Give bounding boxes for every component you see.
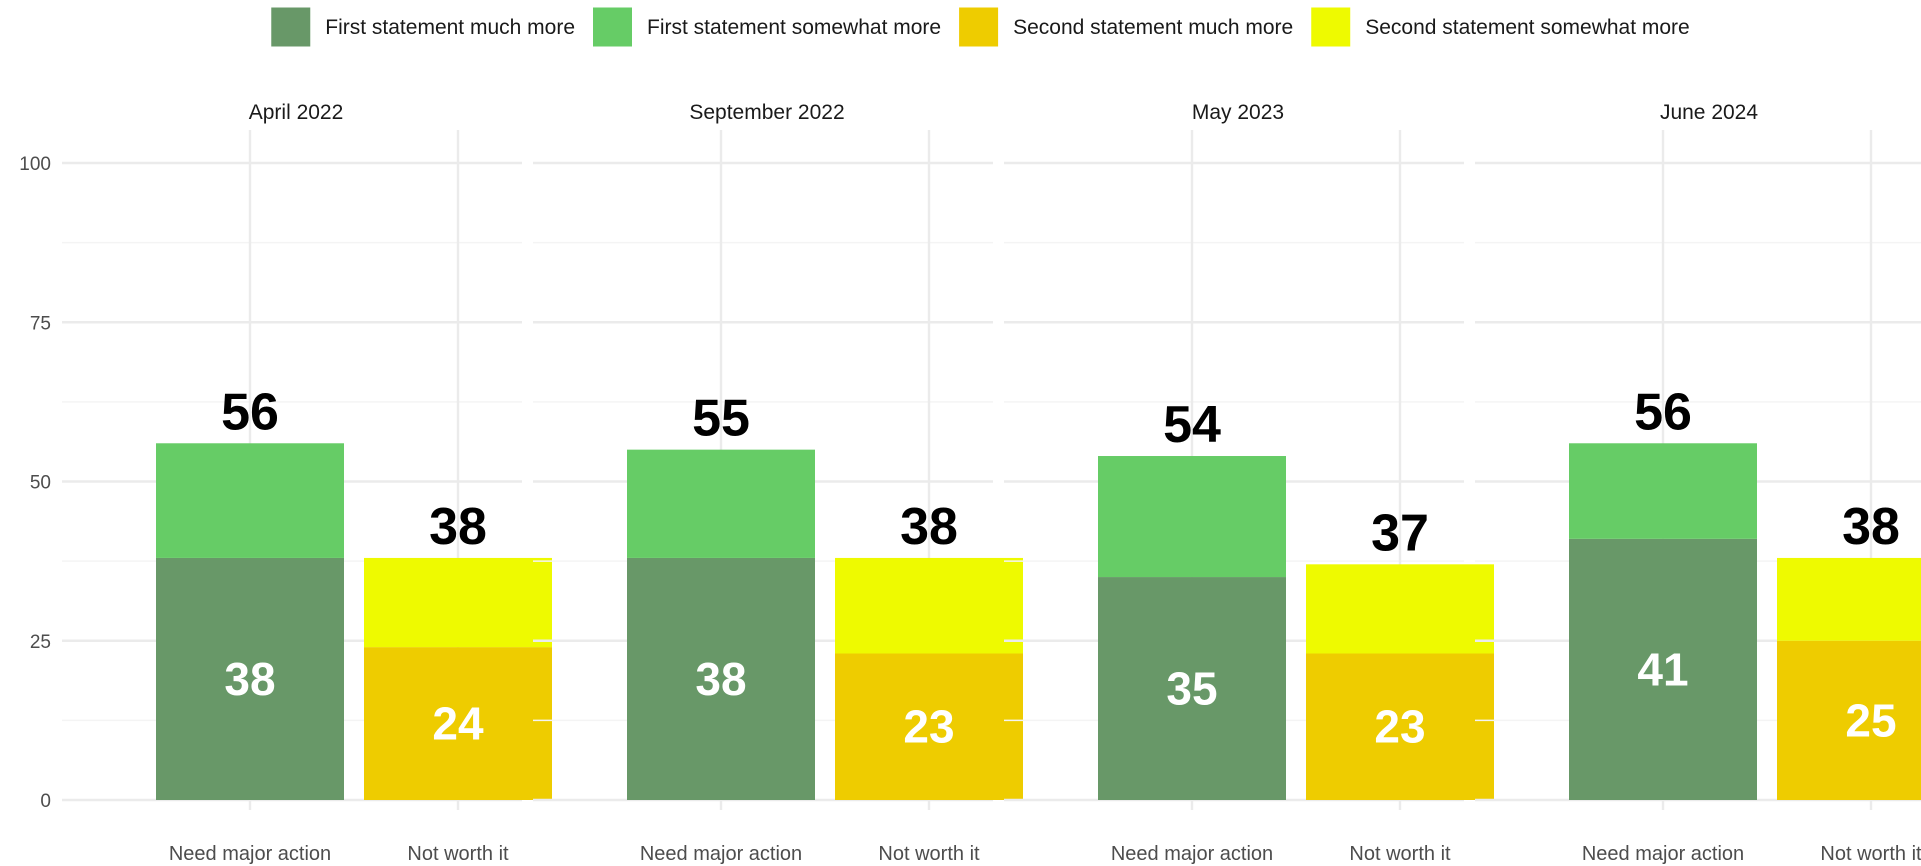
x-tick-label: Not worth it <box>878 843 980 865</box>
legend-item-ss: Second statement somewhat more <box>1311 7 1690 47</box>
y-axis: 0 25 50 75 100 <box>19 154 51 812</box>
facet-panel-2: September 2022 38 55 Need major action 23 38 N… <box>533 101 1023 865</box>
y-tick-label: 25 <box>30 632 51 653</box>
legend-label-ss: Second statement somewhat more <box>1365 16 1690 39</box>
y-tick-label: 0 <box>40 791 51 812</box>
bar-segment-fs <box>1098 456 1286 578</box>
x-tick-label: Not worth it <box>1349 843 1451 865</box>
legend-swatch-fm <box>271 7 311 47</box>
bar-inner-label: 25 <box>1845 694 1896 746</box>
bar-total-label: 38 <box>1842 498 1900 556</box>
x-tick-label: Need major action <box>1111 843 1273 865</box>
facet-title: May 2023 <box>1192 101 1284 124</box>
x-tick-label: Not worth it <box>407 843 509 865</box>
facet-title: June 2024 <box>1660 101 1758 124</box>
bar-segment-ss <box>1306 564 1494 654</box>
bar-total-label: 56 <box>221 383 279 441</box>
y-tick-label: 50 <box>30 473 51 494</box>
bar-stack: 38 56 Need major action <box>156 383 344 865</box>
legend-item-sm: Second statement much more <box>959 7 1293 47</box>
bar-stack: 41 56 Need major action <box>1569 383 1757 865</box>
bar-segment-fm <box>1098 577 1286 800</box>
bar-segment-sm <box>1306 653 1494 800</box>
bar-total-label: 55 <box>692 390 750 448</box>
legend-item-fm: First statement much more <box>271 7 575 47</box>
legend-swatch-sm <box>959 7 999 47</box>
bar-segment-fs <box>1569 443 1757 539</box>
legend-swatch-ss <box>1311 7 1351 47</box>
y-tick-label: 100 <box>19 154 51 175</box>
bar-segment-fs <box>627 449 815 558</box>
bar-segment-ss <box>835 557 1023 654</box>
x-tick-label: Need major action <box>169 843 331 865</box>
legend-label-fs: First statement somewhat more <box>647 16 941 39</box>
y-tick-label: 75 <box>30 313 51 334</box>
bar-segment-fm <box>627 557 815 800</box>
bar-segment-sm <box>364 647 552 800</box>
bar-segment-sm <box>835 653 1023 800</box>
bar-inner-label: 23 <box>903 701 954 753</box>
bar-stack: 38 55 Need major action <box>627 390 815 865</box>
facet-title: April 2022 <box>249 101 344 124</box>
bar-inner-label: 23 <box>1374 701 1425 753</box>
legend-swatch-fs <box>593 7 632 47</box>
bar-stack: 25 38 Not worth it <box>1777 498 1921 865</box>
legend: First statement much more First statement… <box>271 7 1690 47</box>
x-tick-label: Need major action <box>640 843 802 865</box>
legend-label-sm: Second statement much more <box>1013 16 1293 39</box>
bar-total-label: 54 <box>1163 396 1221 454</box>
bar-inner-label: 41 <box>1637 643 1688 695</box>
bar-total-label: 38 <box>900 498 958 556</box>
facet-title: September 2022 <box>689 101 844 124</box>
bar-stack: 23 38 Not worth it <box>835 498 1023 865</box>
bar-segment-ss <box>364 557 552 648</box>
facet-panel-3: May 2023 35 54 Need major action 23 37 Not wor… <box>1004 101 1494 865</box>
x-tick-label: Not worth it <box>1820 843 1921 865</box>
bar-segment-ss <box>1777 557 1921 641</box>
bar-stack: 23 37 Not worth it <box>1306 504 1494 865</box>
bar-segment-fm <box>1569 538 1757 800</box>
bar-total-label: 56 <box>1634 383 1692 441</box>
bar-inner-label: 38 <box>695 653 746 705</box>
bar-stack: 35 54 Need major action <box>1098 396 1286 865</box>
bar-total-label: 38 <box>429 498 487 556</box>
facet-panel-4: June 2024 41 56 Need major action 25 38 Not wo… <box>1475 101 1921 865</box>
bar-total-label: 37 <box>1371 504 1429 562</box>
legend-label-fm: First statement much more <box>325 16 575 39</box>
bar-stack: 24 38 Not worth it <box>364 498 552 865</box>
legend-item-fs: First statement somewhat more <box>593 7 941 47</box>
bar-segment-sm <box>1777 640 1921 800</box>
facet-panel-1: April 2022 38 56 Need major action 24 38 Not w… <box>62 101 552 865</box>
bar-inner-label: 35 <box>1166 663 1217 715</box>
bar-inner-label: 24 <box>432 698 484 750</box>
bar-inner-label: 38 <box>224 653 275 705</box>
x-tick-label: Need major action <box>1582 843 1744 865</box>
bar-segment-fm <box>156 557 344 800</box>
bar-segment-fs <box>156 443 344 558</box>
